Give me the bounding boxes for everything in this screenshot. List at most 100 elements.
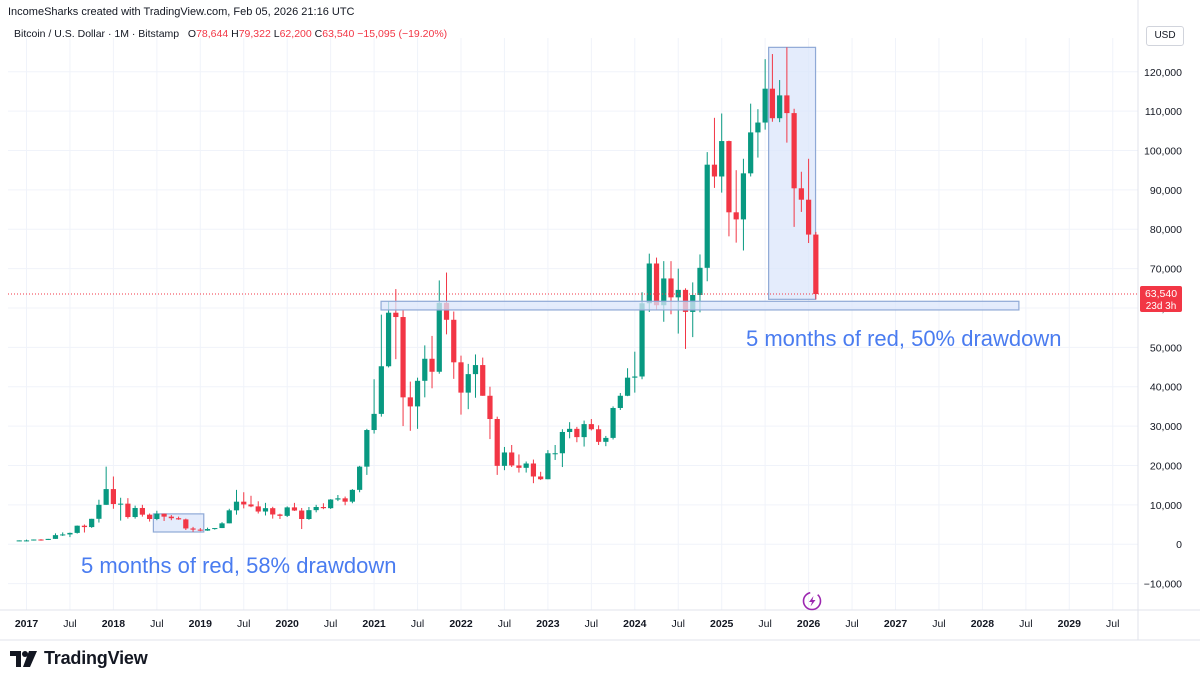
candle-body xyxy=(190,528,196,530)
candle xyxy=(436,280,442,374)
candle xyxy=(118,497,124,521)
candle xyxy=(791,108,797,227)
price-tick-label: 30,000 xyxy=(1150,421,1182,433)
candle xyxy=(740,158,747,251)
candle-body xyxy=(610,407,616,438)
candle-body xyxy=(16,540,22,542)
time-tick-label: Jul xyxy=(411,618,424,630)
candle xyxy=(501,446,508,471)
candle xyxy=(349,489,355,504)
support-band-layer xyxy=(380,300,1020,311)
candle xyxy=(357,465,363,493)
candle xyxy=(125,498,131,519)
candle-body xyxy=(422,358,428,381)
candle xyxy=(371,379,377,434)
time-tick-label: 2026 xyxy=(797,618,821,630)
candle-body xyxy=(357,466,363,490)
time-tick-label: Jul xyxy=(1106,618,1119,630)
candle xyxy=(212,528,218,530)
candle-body xyxy=(755,122,761,133)
time-tick-label: Jul xyxy=(324,618,337,630)
candle-body xyxy=(458,362,464,393)
time-tick-label: 2021 xyxy=(362,618,386,630)
candle xyxy=(270,506,276,519)
price-tick-label: 10,000 xyxy=(1150,500,1182,512)
candle-body xyxy=(248,504,254,507)
candle xyxy=(96,499,102,523)
candle xyxy=(733,170,739,243)
price-tick-label: −10,000 xyxy=(1144,579,1182,591)
candle xyxy=(385,301,392,368)
price-tick-label: 100,000 xyxy=(1144,146,1182,158)
candle-body xyxy=(204,529,211,531)
candle-body xyxy=(335,498,341,500)
tradingview-logo[interactable]: TradingView xyxy=(10,648,148,669)
currency-button[interactable]: USD xyxy=(1146,26,1184,46)
candle xyxy=(480,357,486,396)
chart-credit: IncomeSharks created with TradingView.co… xyxy=(8,6,355,18)
candle-body xyxy=(567,428,573,432)
candle-body xyxy=(38,539,44,541)
candle xyxy=(147,513,153,522)
candle-body xyxy=(668,278,674,298)
candle-body xyxy=(523,463,529,468)
candle-body xyxy=(805,199,812,235)
candle xyxy=(509,444,515,468)
ohlc-open: 78,644 xyxy=(196,28,229,40)
time-tick-label: 2023 xyxy=(536,618,560,630)
lightning-icon xyxy=(802,591,822,611)
price-tick-label: 50,000 xyxy=(1150,342,1182,354)
candle-body xyxy=(588,424,594,430)
price-tick-label: 110,000 xyxy=(1145,106,1182,118)
candle xyxy=(161,513,167,521)
candle-body xyxy=(777,95,783,119)
ohlc-change: −15,095 (−19.20%) xyxy=(357,28,448,40)
candle xyxy=(784,47,790,143)
candle-body xyxy=(653,263,660,306)
candle xyxy=(400,309,406,427)
candle xyxy=(624,368,631,397)
candle-body xyxy=(96,504,102,519)
candle xyxy=(277,513,283,520)
candle xyxy=(233,489,240,515)
candle-body xyxy=(233,501,240,511)
candle xyxy=(472,354,479,398)
candle-body xyxy=(559,431,565,454)
time-tick-label: Jul xyxy=(63,618,76,630)
candle xyxy=(711,117,718,188)
candle-body xyxy=(291,507,298,511)
candle xyxy=(74,525,80,534)
candle xyxy=(632,351,638,393)
candle-body xyxy=(798,188,804,200)
tradingview-brand: TradingView xyxy=(44,648,148,668)
candle xyxy=(175,516,182,520)
candle-body xyxy=(451,319,457,363)
candle xyxy=(168,515,174,521)
candle-body xyxy=(472,365,479,375)
candle xyxy=(574,426,580,443)
symbol-legend: Bitcoin / U.S. Dollar · 1M · Bitstamp O7… xyxy=(14,28,447,40)
price-axis: −10,000010,00020,00030,00040,00050,00060… xyxy=(1137,0,1182,640)
candle xyxy=(378,314,384,417)
candle xyxy=(595,425,602,445)
candle xyxy=(52,533,59,539)
candle-body xyxy=(89,518,95,528)
candle-body xyxy=(632,376,638,378)
candle-body xyxy=(769,88,775,119)
candle-body xyxy=(719,141,725,177)
candle xyxy=(523,461,529,473)
candle-body xyxy=(226,510,232,524)
candle xyxy=(617,393,623,410)
candle xyxy=(719,113,725,193)
candle xyxy=(81,524,88,533)
candle-body xyxy=(545,453,551,480)
time-tick-label: 2018 xyxy=(102,618,126,630)
candle xyxy=(769,54,775,122)
candle-body xyxy=(299,510,305,520)
symbol-name[interactable]: Bitcoin / U.S. Dollar · 1M · Bitstamp xyxy=(14,28,180,40)
candles xyxy=(16,47,819,542)
candle-body xyxy=(364,430,370,467)
candle-body xyxy=(371,413,377,431)
candle-body xyxy=(748,132,754,174)
